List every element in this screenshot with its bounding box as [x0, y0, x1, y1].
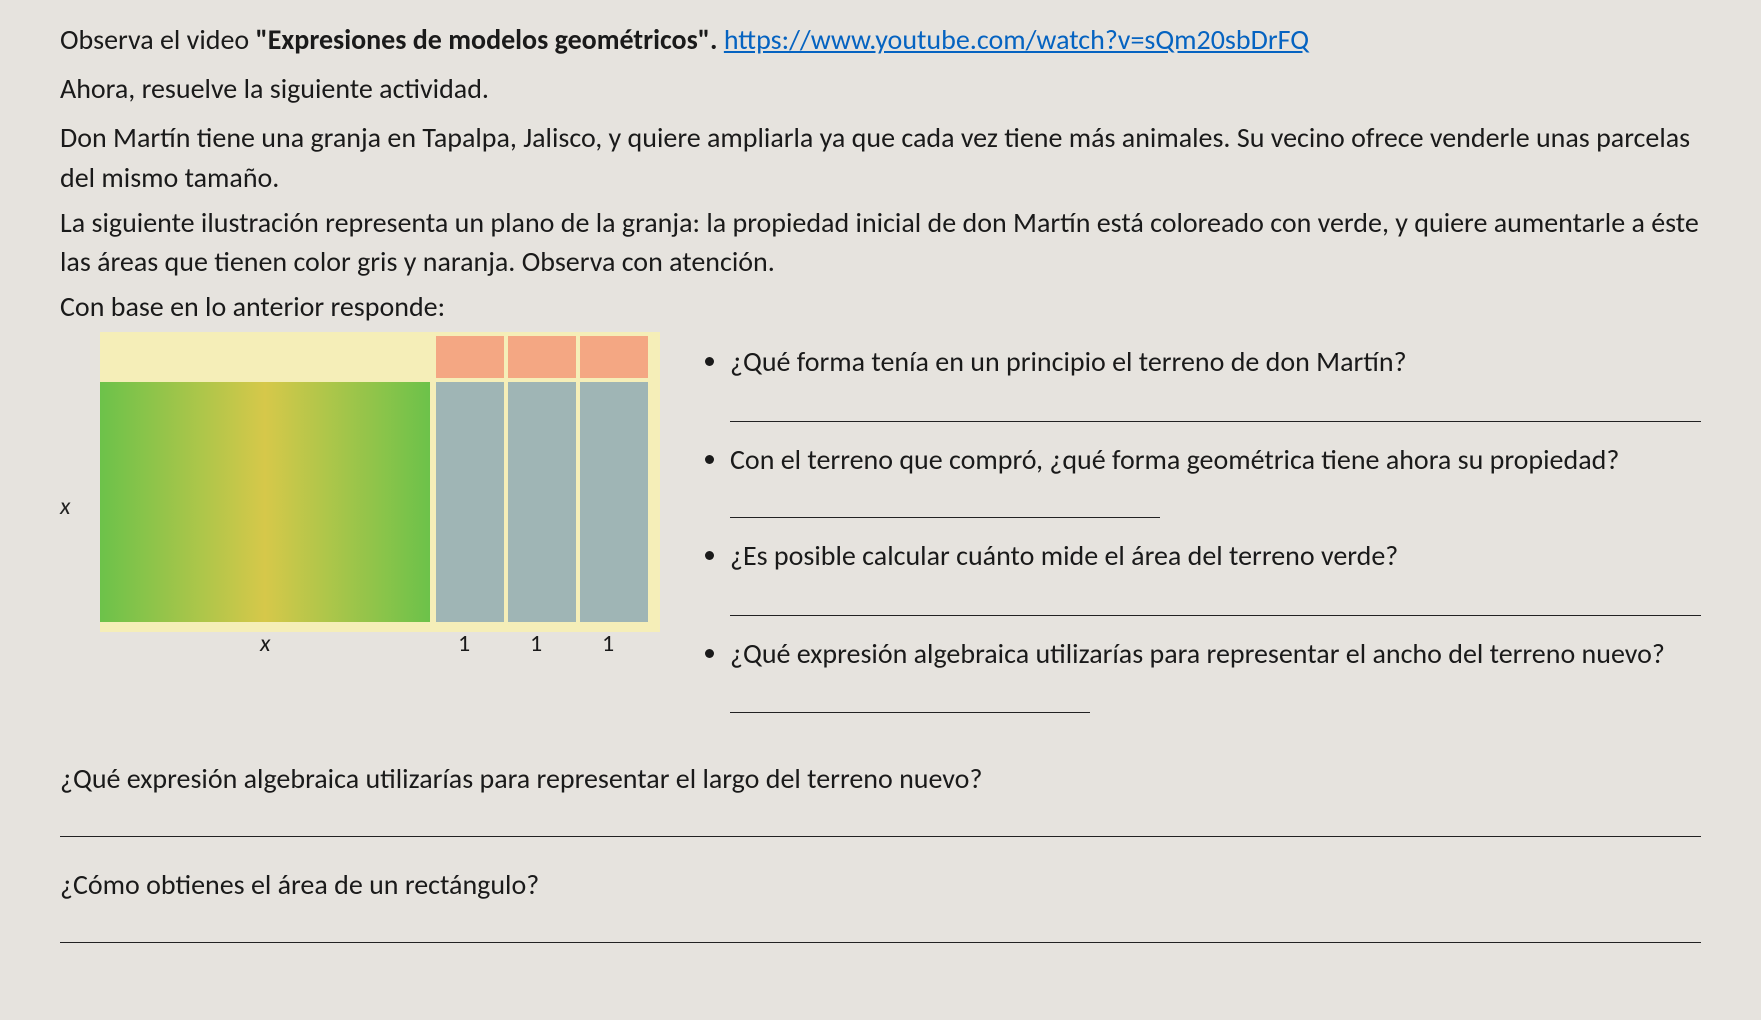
orange-tile-3	[578, 336, 650, 378]
gray-strip-1	[434, 382, 506, 622]
axis-bottom-1a: 1	[458, 629, 470, 658]
question-6: ¿Cómo obtienes el área de un rectángulo?	[60, 867, 1701, 902]
question-4-text: ¿Qué expresión algebraica utilizarías pa…	[730, 636, 1665, 671]
story-p3: Con base en lo anterior responde:	[60, 287, 1701, 326]
question-2-text: Con el terreno que compró, ¿qué forma ge…	[730, 442, 1619, 477]
green-square	[100, 382, 430, 622]
content-row: x x 1 1 1 ¿Qué forma tenía en un princip…	[60, 332, 1701, 730]
answer-line-q5[interactable]	[60, 800, 1701, 837]
question-3-text: ¿Es posible calcular cuánto mide el área…	[730, 538, 1398, 573]
question-5: ¿Qué expresión algebraica utilizarías pa…	[60, 761, 1701, 796]
gray-strip-2	[506, 382, 578, 622]
video-link[interactable]: https://www.youtube.com/watch?v=sQm20sbD…	[724, 22, 1309, 57]
story-p1: Don Martín tiene una granja en Tapalpa, …	[60, 118, 1701, 196]
question-1: ¿Qué forma tenía en un principio el terr…	[730, 342, 1701, 422]
answer-line-q2[interactable]	[730, 487, 1160, 519]
question-3: ¿Es posible calcular cuánto mide el área…	[730, 536, 1701, 616]
diagram-canvas	[100, 332, 660, 632]
side-questions: ¿Qué forma tenía en un principio el terr…	[690, 332, 1701, 730]
answer-line-q3[interactable]	[730, 582, 1701, 617]
question-6-text: ¿Cómo obtienes el área de un rectángulo?	[60, 867, 539, 902]
answer-line-q6[interactable]	[60, 906, 1701, 943]
axis-bottom-1c: 1	[602, 629, 614, 658]
gray-strip-3	[578, 382, 650, 622]
orange-tile-1	[434, 336, 506, 378]
story-p2: La siguiente ilustración representa un p…	[60, 203, 1701, 281]
video-title: "Expresiones de modelos geométricos".	[256, 22, 718, 57]
axis-left-label: x	[60, 492, 70, 521]
now-solve: Ahora, resuelve la siguiente actividad.	[60, 69, 1701, 108]
axis-bottom-1b: 1	[530, 629, 542, 658]
diagram-area-model: x x 1 1 1	[60, 332, 660, 652]
question-2: Con el terreno que compró, ¿qué forma ge…	[730, 440, 1701, 518]
question-5-text: ¿Qué expresión algebraica utilizarías pa…	[60, 761, 982, 796]
orange-tile-2	[506, 336, 578, 378]
axis-bottom-x: x	[260, 629, 270, 658]
answer-line-q4[interactable]	[730, 681, 1090, 713]
observe-text: Observa el video	[60, 22, 256, 57]
question-4: ¿Qué expresión algebraica utilizarías pa…	[730, 634, 1701, 712]
worksheet-page: Observa el video "Expresiones de modelos…	[0, 0, 1761, 1020]
intro-line-1: Observa el video "Expresiones de modelos…	[60, 20, 1701, 59]
question-1-text: ¿Qué forma tenía en un principio el terr…	[730, 344, 1407, 379]
answer-line-q1[interactable]	[730, 388, 1701, 423]
